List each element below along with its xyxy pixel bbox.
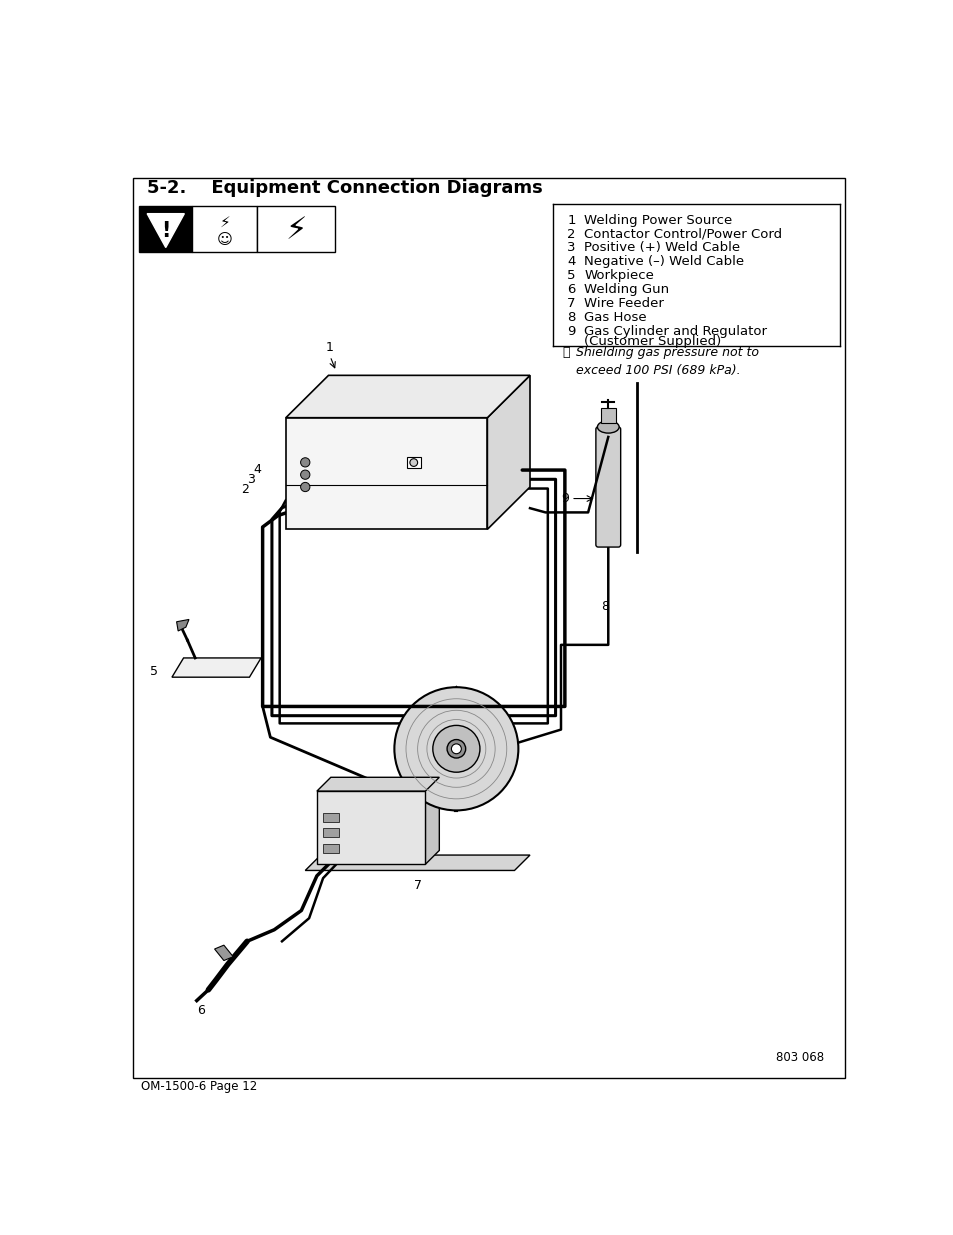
FancyBboxPatch shape [596, 427, 620, 547]
Polygon shape [286, 375, 530, 417]
Circle shape [447, 740, 465, 758]
Text: Welding Gun: Welding Gun [583, 283, 669, 296]
Text: 4: 4 [567, 256, 575, 268]
Text: 3: 3 [247, 473, 254, 485]
Bar [192, 206, 257, 252]
Circle shape [300, 458, 310, 467]
Text: 5: 5 [150, 664, 158, 678]
Text: 4: 4 [253, 463, 261, 475]
Text: 6: 6 [567, 283, 575, 296]
Text: 8: 8 [567, 311, 575, 324]
Bar [323, 829, 338, 837]
Circle shape [394, 687, 517, 810]
Text: Gas Hose: Gas Hose [583, 311, 646, 324]
Text: ⚡: ⚡ [285, 216, 306, 245]
Text: 1: 1 [326, 341, 334, 353]
Text: 7: 7 [414, 879, 421, 893]
Polygon shape [316, 777, 439, 792]
Text: Negative (–) Weld Cable: Negative (–) Weld Cable [583, 256, 743, 268]
Polygon shape [176, 620, 189, 631]
Text: 7: 7 [567, 296, 575, 310]
Bar [406, 457, 420, 468]
Text: 2: 2 [567, 227, 575, 241]
Bar [323, 813, 338, 823]
Circle shape [433, 725, 479, 772]
Text: 1: 1 [567, 214, 575, 227]
Circle shape [300, 483, 310, 492]
Bar [599, 408, 616, 424]
Bar [286, 417, 487, 530]
Text: 9: 9 [560, 492, 568, 505]
Text: Contactor Control/Power Cord: Contactor Control/Power Cord [583, 227, 781, 241]
Circle shape [451, 743, 461, 753]
Bar [139, 206, 192, 252]
Text: Shielding gas pressure not to
exceed 100 PSI (689 kPa).: Shielding gas pressure not to exceed 100… [576, 346, 759, 377]
Polygon shape [214, 945, 233, 961]
Polygon shape [147, 214, 184, 247]
Text: 5: 5 [567, 269, 575, 282]
Text: Positive (+) Weld Cable: Positive (+) Weld Cable [583, 241, 740, 254]
Polygon shape [425, 777, 439, 864]
Text: 8: 8 [600, 600, 609, 613]
Text: 3: 3 [567, 241, 575, 254]
Ellipse shape [597, 421, 618, 433]
Text: Wire Feeder: Wire Feeder [583, 296, 663, 310]
Bar [257, 206, 335, 252]
Text: ⎙: ⎙ [562, 346, 570, 359]
Text: (Customer Supplied): (Customer Supplied) [583, 336, 720, 348]
Bar [323, 844, 338, 852]
Text: Workpiece: Workpiece [583, 269, 654, 282]
Text: 5-2.    Equipment Connection Diagrams: 5-2. Equipment Connection Diagrams [147, 179, 542, 196]
Text: !: ! [161, 221, 171, 241]
Text: 2: 2 [240, 483, 249, 495]
Text: Gas Cylinder and Regulator: Gas Cylinder and Regulator [583, 325, 766, 337]
Text: 6: 6 [196, 1004, 204, 1018]
Text: Welding Power Source: Welding Power Source [583, 214, 732, 227]
Circle shape [410, 458, 417, 467]
Polygon shape [172, 658, 261, 677]
Text: ⚡
☺: ⚡ ☺ [216, 215, 233, 247]
Circle shape [300, 471, 310, 479]
Polygon shape [487, 375, 530, 530]
Text: OM-1500-6 Page 12: OM-1500-6 Page 12 [141, 1079, 257, 1093]
Bar [316, 792, 425, 864]
Text: 803 068: 803 068 [776, 1051, 823, 1063]
Text: 9: 9 [567, 325, 575, 337]
Polygon shape [305, 855, 530, 871]
